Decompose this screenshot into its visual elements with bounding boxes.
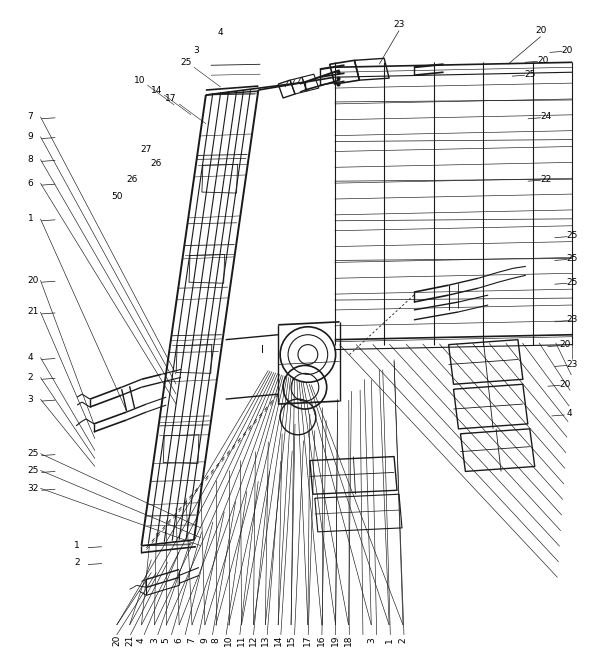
Text: 25: 25: [28, 449, 39, 458]
Text: 20: 20: [535, 26, 546, 35]
Text: 1: 1: [385, 637, 394, 643]
Text: 10: 10: [224, 634, 233, 645]
Text: 2: 2: [398, 637, 407, 643]
Text: 32: 32: [28, 484, 39, 493]
Text: 1: 1: [74, 541, 80, 551]
Text: 25: 25: [567, 231, 578, 240]
Text: 23: 23: [393, 20, 405, 29]
Text: 9: 9: [28, 132, 33, 141]
Text: 25: 25: [524, 70, 536, 79]
Text: 13: 13: [261, 634, 270, 645]
Text: 21: 21: [125, 634, 134, 645]
Text: 14: 14: [274, 634, 282, 645]
Text: 26: 26: [126, 175, 137, 184]
Text: 22: 22: [540, 175, 551, 184]
Text: 20: 20: [112, 634, 121, 645]
Text: 15: 15: [287, 634, 295, 645]
Text: 27: 27: [141, 145, 152, 154]
Text: 11: 11: [237, 634, 246, 645]
Text: 7: 7: [188, 637, 197, 643]
Text: 8: 8: [28, 155, 33, 164]
Text: 3: 3: [150, 637, 159, 643]
Text: 25: 25: [181, 58, 192, 67]
Text: 20: 20: [562, 46, 573, 55]
Text: 1: 1: [28, 214, 33, 224]
Text: 20: 20: [560, 380, 571, 389]
Text: 25: 25: [567, 278, 578, 287]
Text: 3: 3: [193, 46, 199, 55]
Text: 3: 3: [367, 637, 376, 643]
Text: 18: 18: [344, 634, 353, 645]
Text: 50: 50: [111, 192, 123, 201]
Text: 6: 6: [175, 637, 184, 643]
Text: 23: 23: [567, 315, 578, 324]
Text: 26: 26: [150, 159, 162, 168]
Text: 4: 4: [567, 410, 572, 419]
Text: 25: 25: [567, 254, 578, 263]
Text: 9: 9: [200, 637, 210, 643]
Text: 17: 17: [165, 94, 177, 103]
Text: 20: 20: [28, 276, 39, 285]
Text: 19: 19: [331, 634, 340, 645]
Text: 24: 24: [540, 112, 551, 122]
Text: 23: 23: [567, 360, 578, 369]
Text: 10: 10: [134, 75, 145, 84]
Text: 8: 8: [211, 637, 220, 643]
Text: 25: 25: [28, 466, 39, 475]
Text: 2: 2: [74, 558, 80, 567]
Text: 20: 20: [560, 340, 571, 349]
Text: 5: 5: [162, 637, 170, 643]
Text: 7: 7: [28, 112, 33, 122]
Text: 3: 3: [28, 395, 33, 404]
Text: 17: 17: [303, 634, 313, 645]
Text: 14: 14: [150, 86, 162, 94]
Text: 6: 6: [28, 179, 33, 188]
Text: 21: 21: [28, 307, 39, 317]
Text: 16: 16: [317, 634, 326, 645]
Text: 4: 4: [218, 28, 224, 37]
Text: 4: 4: [137, 637, 146, 643]
Text: 2: 2: [28, 373, 33, 382]
Text: 20: 20: [537, 56, 548, 65]
Text: 12: 12: [249, 634, 258, 645]
Text: I: I: [261, 344, 264, 355]
Text: 4: 4: [28, 353, 33, 362]
